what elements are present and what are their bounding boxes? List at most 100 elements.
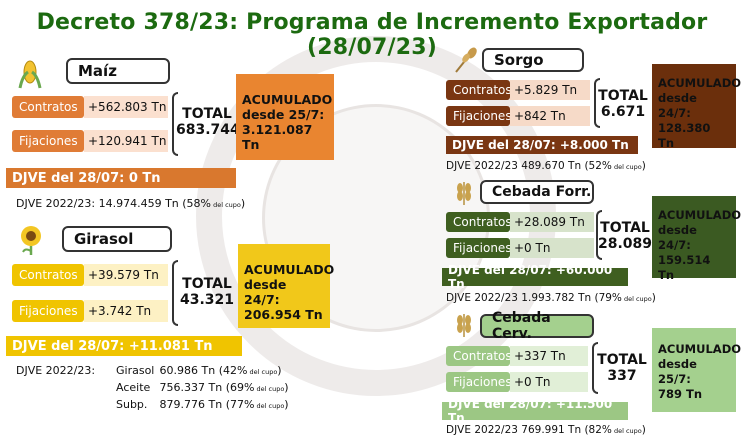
maiz-djve-prev-small: del cupo — [211, 201, 241, 209]
barley-icon — [452, 310, 476, 338]
maiz-total-label: TOTAL — [182, 106, 232, 122]
maiz-label: Maíz — [66, 58, 170, 84]
girasol-contratos-value: +39.579 Tn — [84, 264, 168, 286]
sunflower-icon — [16, 224, 46, 256]
sorgo-acc-line3: 128.380 Tn — [658, 121, 711, 150]
maiz-djve-bar: DJVE del 28/07: 0 Tn — [6, 168, 236, 188]
aceite-row-small: del cupo — [254, 385, 285, 393]
cebada-cerv-djve-prev-end: ) — [641, 424, 646, 436]
maiz-djve-prev-end: ) — [240, 197, 246, 210]
maiz-acumulado: ACUMULADO desde 25/7: 3.121.087 Tn — [236, 74, 334, 160]
maiz-fijaciones-tag: Fijaciones — [12, 130, 84, 152]
sorgo-djve-bar: DJVE del 28/07: +8.000 Tn — [446, 136, 638, 154]
subp-row-small: del cupo — [254, 402, 285, 410]
girasol-acc-line1: ACUMULADO — [244, 262, 335, 277]
maiz-brace — [172, 92, 178, 156]
aceite-djve-row: Aceite 756.337 Tn (69% del cupo) — [116, 381, 289, 398]
maiz-djve-prev: DJVE 2022/23: 14.974.459 Tn (58% del cup… — [16, 197, 245, 210]
cebada-forr-djve-prev: DJVE 2022/23 1.993.782 Tn (79% del cupo) — [446, 292, 656, 304]
girasol-row-name: Girasol — [116, 364, 155, 377]
cebada-cerv-total-value: 337 — [607, 368, 637, 384]
cebada-cerv-djve-bar: DJVE del 28/07: +11.500 Tn — [442, 397, 628, 425]
cebada-cerv-brace — [592, 342, 598, 394]
aceite-row-end: ) — [284, 381, 289, 394]
subp-djve-row: Subp. 879.776 Tn (77% del cupo) — [116, 398, 289, 415]
cebada-forr-total-label: TOTAL — [600, 220, 650, 236]
maiz-djve-prev-text: DJVE 2022/23: 14.974.459 Tn (58% — [16, 197, 211, 210]
girasol-row-pct: (42% — [218, 364, 248, 377]
maiz-fijaciones-value: +120.941 Tn — [84, 130, 168, 152]
sorgo-contratos-value: +5.829 Tn — [510, 80, 590, 100]
girasol-acc-line3: 206.954 Tn — [244, 307, 323, 322]
cebada-cerv-djve-prev-text: DJVE 2022/23 769.991 Tn (82% — [446, 424, 612, 436]
maiz-contratos-value: +562.803 Tn — [84, 96, 168, 118]
cebada-forr-contratos-tag: Contratos — [446, 212, 512, 232]
subp-row-pct: (77% — [225, 398, 255, 411]
cebada-cerv-djve-prev: DJVE 2022/23 769.991 Tn (82% del cupo) — [446, 424, 646, 436]
sorgo-djve-prev: DJVE 2022/23 489.670 Tn (52% del cupo) — [446, 160, 646, 172]
girasol-contratos-tag: Contratos — [12, 264, 84, 286]
cebada-cerv-acc-line3: 789 Tn — [658, 387, 703, 401]
girasol-djve-prev-table: Girasol 60.986 Tn (42% del cupo) Aceite … — [116, 364, 289, 415]
girasol-total: TOTAL 43.321 — [178, 276, 236, 308]
cebada-cerv-acc-line1: ACUMULADO — [658, 342, 742, 356]
sorgo-label: Sorgo — [482, 48, 584, 72]
sorgo-djve-prev-text: DJVE 2022/23 489.670 Tn (52% — [446, 160, 612, 172]
cebada-cerv-total: TOTAL 337 — [596, 352, 648, 384]
page-title: Decreto 378/23: Programa de Incremento E… — [36, 10, 708, 60]
cebada-cerv-contratos-tag: Contratos — [446, 346, 512, 366]
sorgo-contratos-tag: Contratos — [446, 80, 512, 100]
cebada-cerv-contratos-value: +337 Tn — [510, 346, 588, 366]
girasol-row-small: del cupo — [247, 368, 278, 376]
sorgo-djve-prev-end: ) — [641, 160, 646, 172]
corn-icon — [16, 58, 44, 90]
cebada-forr-acumulado: ACUMULADO desde 24/7: 159.514 Tn — [652, 196, 742, 282]
cebada-forr-acc-line1: ACUMULADO — [658, 208, 742, 222]
girasol-row-value: 60.986 Tn — [159, 364, 216, 377]
cebada-forr-brace — [596, 210, 602, 260]
girasol-row-end: ) — [277, 364, 282, 377]
girasol-total-label: TOTAL — [182, 276, 232, 292]
cebada-cerv-label: Cebada Cerv. — [480, 310, 594, 342]
cebada-forr-fijaciones-value: +0 Tn — [510, 238, 594, 258]
girasol-label: Girasol — [62, 226, 172, 252]
sorgo-total-value: 6.671 — [600, 104, 646, 120]
sorgo-total-label: TOTAL — [598, 88, 648, 104]
cebada-forr-djve-prev-end: ) — [651, 292, 656, 304]
cebada-forr-djve-prev-small: del cupo — [621, 295, 652, 303]
maiz-acc-line2: desde 25/7: — [242, 107, 325, 122]
cebada-cerv-total-label: TOTAL — [597, 352, 647, 368]
barley-icon — [452, 178, 476, 206]
girasol-fijaciones-tag: Fijaciones — [12, 300, 84, 322]
girasol-djve-bar: DJVE del 28/07: +11.081 Tn — [6, 336, 242, 356]
cebada-forr-total-value: 28.089 — [598, 236, 653, 252]
sorgo-acc-line1: ACUMULADO — [658, 76, 742, 90]
sorgo-fijaciones-value: +842 Tn — [510, 106, 590, 126]
subp-row-name: Subp. — [116, 398, 148, 411]
subp-row-end: ) — [284, 398, 289, 411]
sorgo-acc-line2: desde 24/7: — [658, 91, 697, 120]
girasol-brace — [172, 260, 178, 326]
maiz-acc-line3: 3.121.087 Tn — [242, 122, 313, 152]
cebada-forr-djve-bar: DJVE del 28/07: +60.000 Tn — [442, 263, 628, 291]
cebada-cerv-djve-prev-small: del cupo — [611, 427, 642, 435]
sorgo-djve-prev-small: del cupo — [611, 163, 642, 171]
aceite-row-value: 756.337 Tn — [159, 381, 223, 394]
cebada-cerv-acc-line2: desde 25/7: — [658, 357, 697, 386]
cebada-cerv-acumulado: ACUMULADO desde 25/7: 789 Tn — [652, 328, 742, 412]
girasol-djve-prev-label: DJVE 2022/23: — [16, 364, 96, 377]
cebada-forr-fijaciones-tag: Fijaciones — [446, 238, 512, 258]
sorgo-brace — [594, 78, 600, 128]
sorgo-acumulado: ACUMULADO desde 24/7: 128.380 Tn — [652, 64, 742, 150]
maiz-total: TOTAL 683.744 — [176, 106, 240, 138]
sorgo-fijaciones-tag: Fijaciones — [446, 106, 512, 126]
subp-row-value: 879.776 Tn — [159, 398, 223, 411]
cebada-forr-acc-line2: desde 24/7: — [658, 223, 697, 252]
maiz-acc-line1: ACUMULADO — [242, 92, 333, 107]
cebada-cerv-fijaciones-tag: Fijaciones — [446, 372, 512, 392]
sorghum-icon — [452, 46, 480, 74]
cebada-cerv-fijaciones-value: +0 Tn — [510, 372, 588, 392]
cebada-forr-label: Cebada Forr. — [480, 180, 594, 204]
cebada-forr-total: TOTAL 28.089 — [598, 220, 652, 252]
sorgo-total: TOTAL 6.671 — [596, 88, 650, 120]
